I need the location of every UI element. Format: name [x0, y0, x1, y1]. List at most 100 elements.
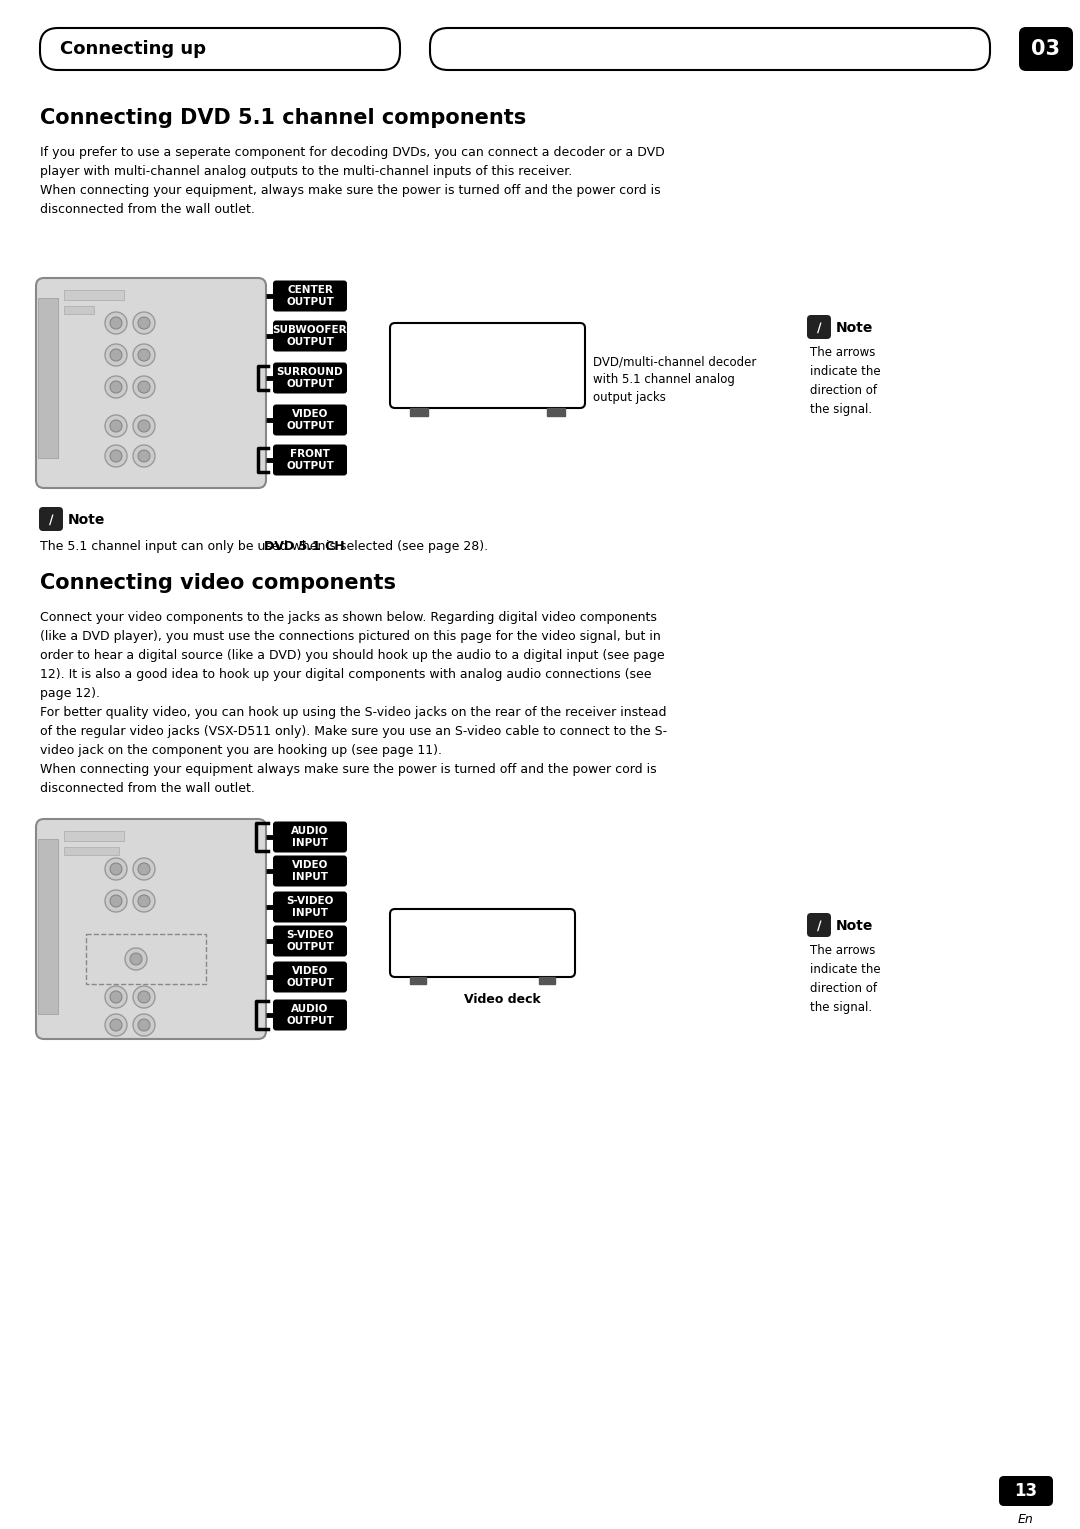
FancyBboxPatch shape [273, 925, 347, 957]
FancyBboxPatch shape [273, 362, 347, 393]
Bar [38, 839, 58, 1014]
Text: ∕: ∕ [816, 321, 821, 335]
Circle shape [105, 344, 127, 365]
Bar [410, 408, 428, 416]
Bar [38, 298, 58, 459]
Circle shape [110, 381, 122, 393]
Text: When connecting your equipment, always make sure the power is turned off and the: When connecting your equipment, always m… [40, 183, 661, 197]
Text: Note: Note [836, 919, 874, 933]
Bar [546, 408, 565, 416]
FancyBboxPatch shape [999, 1475, 1053, 1506]
Text: disconnected from the wall outlet.: disconnected from the wall outlet. [40, 781, 255, 795]
Text: 12). It is also a good idea to hook up your digital components with analog audio: 12). It is also a good idea to hook up y… [40, 668, 651, 680]
FancyBboxPatch shape [1020, 28, 1074, 70]
Bar [64, 847, 119, 855]
FancyBboxPatch shape [390, 323, 585, 408]
Text: En: En [1018, 1514, 1034, 1526]
Circle shape [133, 858, 156, 881]
Text: CENTER
OUTPUT: CENTER OUTPUT [286, 286, 334, 307]
Circle shape [133, 312, 156, 333]
Circle shape [110, 349, 122, 361]
Text: If you prefer to use a seperate component for decoding DVDs, you can connect a d: If you prefer to use a seperate componen… [40, 145, 665, 159]
Circle shape [110, 894, 122, 907]
Text: Connecting video components: Connecting video components [40, 573, 396, 593]
Circle shape [138, 450, 150, 462]
Circle shape [105, 890, 127, 911]
Text: video jack on the component you are hooking up (see page 11).: video jack on the component you are hook… [40, 745, 442, 757]
Circle shape [105, 376, 127, 398]
FancyBboxPatch shape [39, 508, 63, 531]
Circle shape [133, 890, 156, 911]
Text: page 12).: page 12). [40, 687, 100, 700]
Text: VIDEO
OUTPUT: VIDEO OUTPUT [286, 410, 334, 431]
Circle shape [138, 1018, 150, 1031]
Circle shape [105, 445, 127, 466]
Text: Note: Note [68, 514, 106, 528]
Circle shape [133, 1014, 156, 1037]
Circle shape [133, 986, 156, 1008]
FancyBboxPatch shape [807, 315, 831, 339]
Text: 13: 13 [1014, 1482, 1038, 1500]
Circle shape [133, 376, 156, 398]
Circle shape [125, 948, 147, 969]
FancyBboxPatch shape [390, 910, 575, 977]
Circle shape [138, 894, 150, 907]
Text: S-VIDEO
INPUT: S-VIDEO INPUT [286, 896, 334, 917]
Circle shape [105, 414, 127, 437]
Text: disconnected from the wall outlet.: disconnected from the wall outlet. [40, 203, 255, 216]
Circle shape [105, 986, 127, 1008]
Bar [539, 977, 555, 985]
Circle shape [110, 450, 122, 462]
Text: Video deck: Video deck [464, 992, 541, 1006]
FancyBboxPatch shape [430, 28, 990, 70]
Circle shape [138, 317, 150, 329]
FancyBboxPatch shape [273, 821, 347, 853]
FancyBboxPatch shape [273, 405, 347, 436]
Text: player with multi-channel analog outputs to the multi-channel inputs of this rec: player with multi-channel analog outputs… [40, 165, 572, 177]
Circle shape [133, 344, 156, 365]
Circle shape [105, 858, 127, 881]
Text: The arrows
indicate the
direction of
the signal.: The arrows indicate the direction of the… [810, 943, 880, 1014]
FancyBboxPatch shape [36, 278, 266, 488]
Text: The arrows
indicate the
direction of
the signal.: The arrows indicate the direction of the… [810, 346, 880, 416]
Circle shape [138, 862, 150, 875]
FancyBboxPatch shape [36, 820, 266, 1040]
Text: VIDEO
OUTPUT: VIDEO OUTPUT [286, 966, 334, 988]
Text: Note: Note [836, 321, 874, 335]
FancyBboxPatch shape [273, 1000, 347, 1031]
Text: ∕: ∕ [49, 514, 53, 526]
Bar [64, 830, 124, 841]
Text: Connecting DVD 5.1 channel components: Connecting DVD 5.1 channel components [40, 109, 526, 128]
Text: of the regular video jacks (VSX-D511 only). Make sure you use an S-video cable t: of the regular video jacks (VSX-D511 onl… [40, 725, 667, 739]
Circle shape [130, 953, 141, 965]
Text: The 5.1 channel input can only be used when: The 5.1 channel input can only be used w… [40, 540, 329, 553]
Circle shape [138, 991, 150, 1003]
Text: S-VIDEO
OUTPUT: S-VIDEO OUTPUT [286, 931, 334, 951]
FancyBboxPatch shape [40, 28, 400, 70]
Circle shape [105, 312, 127, 333]
FancyBboxPatch shape [273, 321, 347, 352]
Circle shape [110, 1018, 122, 1031]
FancyBboxPatch shape [273, 280, 347, 312]
Circle shape [110, 317, 122, 329]
Circle shape [133, 445, 156, 466]
Text: (like a DVD player), you must use the connections pictured on this page for the : (like a DVD player), you must use the co… [40, 630, 661, 644]
Bar [86, 934, 206, 985]
Bar [64, 306, 94, 313]
Circle shape [133, 414, 156, 437]
Text: DVD 5.1 CH: DVD 5.1 CH [265, 540, 345, 553]
Bar [64, 291, 124, 300]
Circle shape [138, 381, 150, 393]
Text: 03: 03 [1031, 40, 1061, 60]
Circle shape [138, 349, 150, 361]
Circle shape [110, 420, 122, 433]
Text: AUDIO
INPUT: AUDIO INPUT [292, 826, 328, 847]
Text: ∕: ∕ [816, 919, 821, 933]
FancyBboxPatch shape [273, 962, 347, 992]
Text: FRONT
OUTPUT: FRONT OUTPUT [286, 450, 334, 471]
Circle shape [138, 420, 150, 433]
Text: When connecting your equipment always make sure the power is turned off and the : When connecting your equipment always ma… [40, 763, 657, 777]
Circle shape [110, 991, 122, 1003]
Text: DVD/multi-channel decoder
with 5.1 channel analog
output jacks: DVD/multi-channel decoder with 5.1 chann… [593, 356, 756, 405]
Text: order to hear a digital source (like a DVD) you should hook up the audio to a di: order to hear a digital source (like a D… [40, 648, 664, 662]
